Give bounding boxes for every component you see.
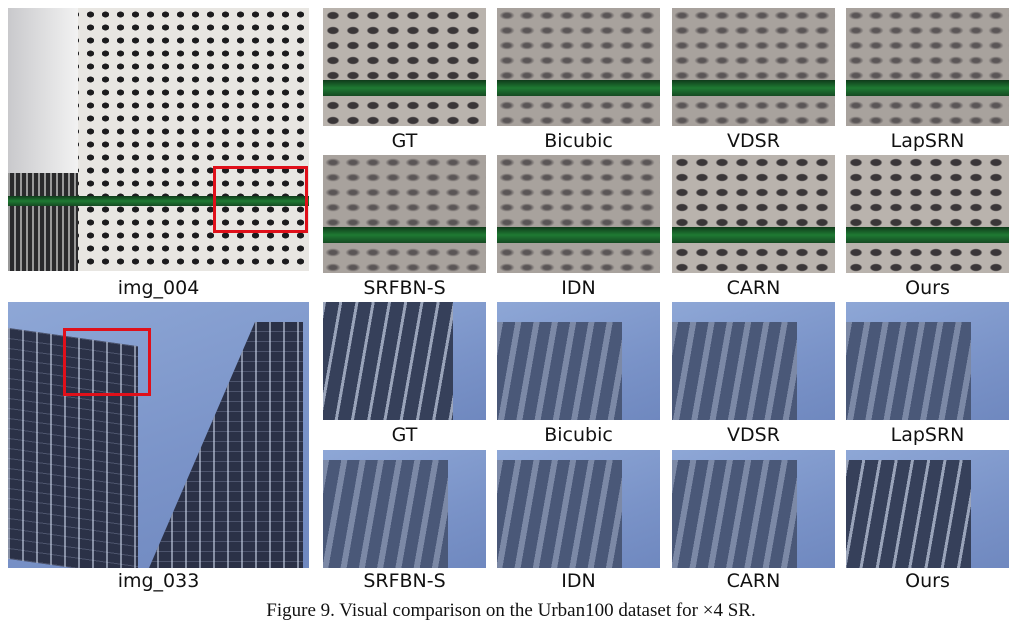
method-label: VDSR xyxy=(727,424,780,446)
method-label: GT xyxy=(391,424,418,446)
full-image-img004 xyxy=(8,8,309,271)
image-label: img_004 xyxy=(117,277,200,299)
dark-grille xyxy=(8,173,78,271)
method-label: SRFBN-S xyxy=(363,570,446,592)
crop-vdsr-img004 xyxy=(672,8,835,126)
crop-ours-img004 xyxy=(846,155,1009,273)
method-label: LapSRN xyxy=(890,130,965,152)
method-label: GT xyxy=(391,130,418,152)
green-pipe xyxy=(8,196,309,206)
crop-gt-img033 xyxy=(323,302,486,420)
crop-vdsr-img033 xyxy=(672,302,835,420)
crop-idn-img033 xyxy=(497,450,660,568)
crop-gt-img004 xyxy=(323,8,486,126)
full-image-img033 xyxy=(8,302,309,568)
crop-srfbn-s-img004 xyxy=(323,155,486,273)
crop-lapsrn-img033 xyxy=(846,302,1009,420)
crop-idn-img004 xyxy=(497,155,660,273)
method-label: LapSRN xyxy=(890,424,965,446)
method-label: Bicubic xyxy=(544,130,613,152)
highlight-box xyxy=(63,328,151,396)
figure-caption: Figure 9. Visual comparison on the Urban… xyxy=(266,600,756,621)
method-label: CARN xyxy=(726,570,781,592)
method-label: CARN xyxy=(726,277,781,299)
highlight-box xyxy=(213,166,308,233)
image-label: img_033 xyxy=(117,570,200,592)
crop-carn-img004 xyxy=(672,155,835,273)
method-label: IDN xyxy=(561,570,596,592)
method-label: Ours xyxy=(905,570,950,592)
method-label: Bicubic xyxy=(544,424,613,446)
right-tower xyxy=(143,322,303,568)
method-label: VDSR xyxy=(727,130,780,152)
crop-srfbn-s-img033 xyxy=(323,450,486,568)
crop-bicubic-img033 xyxy=(497,302,660,420)
crop-carn-img033 xyxy=(672,450,835,568)
crop-ours-img033 xyxy=(846,450,1009,568)
method-label: IDN xyxy=(561,277,596,299)
method-label: SRFBN-S xyxy=(363,277,446,299)
crop-bicubic-img004 xyxy=(497,8,660,126)
method-label: Ours xyxy=(905,277,950,299)
crop-lapsrn-img004 xyxy=(846,8,1009,126)
